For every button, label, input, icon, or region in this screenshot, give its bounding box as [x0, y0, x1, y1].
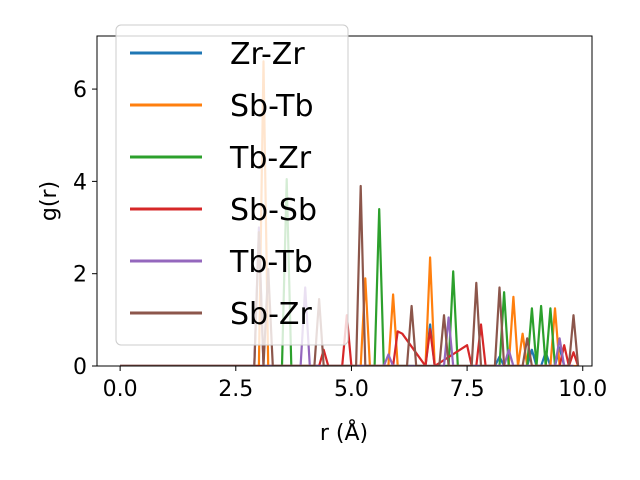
- y-tick-label: 4: [73, 170, 87, 195]
- x-tick-label: 2.5: [218, 377, 253, 402]
- series-layer: [120, 60, 580, 366]
- series-line-sb-sb: [120, 314, 580, 366]
- y-tick-label: 2: [73, 263, 87, 288]
- legend-label-zr-zr: Zr-Zr: [230, 37, 305, 72]
- y-tick-label: 6: [73, 78, 87, 103]
- legend-label-sb-sb: Sb-Sb: [230, 193, 317, 228]
- x-tick-label: 10.0: [558, 377, 607, 402]
- x-tick-label: 5.0: [334, 377, 369, 402]
- x-axis: 0.0 2.5 5.0 7.5 10.0: [103, 366, 607, 402]
- legend-label-sb-tb: Sb-Tb: [230, 89, 314, 124]
- y-axis-label: g(r): [37, 181, 62, 221]
- series-line-sb-tb: [120, 60, 579, 366]
- series-line-sb-zr: [120, 184, 580, 366]
- legend-label-tb-zr: Tb-Zr: [229, 141, 312, 176]
- legend-label-sb-zr: Sb-Zr: [230, 297, 312, 332]
- x-tick-label: 7.5: [450, 377, 485, 402]
- x-tick-label: 0.0: [103, 377, 138, 402]
- legend: Zr-Zr Sb-Tb Tb-Zr Sb-Sb Tb-Tb Sb-Zr: [115, 24, 349, 346]
- legend-label-tb-tb: Tb-Tb: [229, 245, 313, 280]
- y-tick-label: 0: [73, 355, 87, 380]
- x-axis-label: r (Å): [320, 419, 368, 446]
- y-axis: 0 2 4 6: [73, 78, 97, 380]
